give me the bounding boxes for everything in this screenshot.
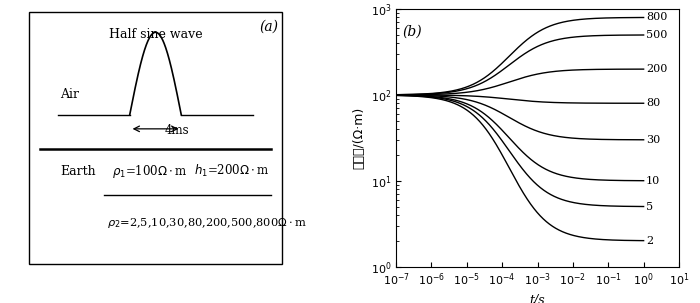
Y-axis label: 电阔率/(Ω·m): 电阔率/(Ω·m) [352, 107, 365, 169]
Text: 10: 10 [646, 176, 660, 186]
Text: Earth: Earth [60, 165, 96, 178]
Text: 500: 500 [646, 30, 667, 40]
Text: $\rho_1$=100$\Omega\cdot$m: $\rho_1$=100$\Omega\cdot$m [112, 163, 187, 180]
Text: 5: 5 [646, 201, 653, 211]
Text: 30: 30 [646, 135, 660, 145]
Text: 800: 800 [646, 12, 667, 22]
Text: 2: 2 [646, 236, 653, 246]
Text: 200: 200 [646, 64, 667, 74]
X-axis label: t/s: t/s [530, 294, 545, 303]
Text: (b): (b) [402, 24, 422, 38]
Text: $\rho_2$=2,5,10,30,80,200,500,800$\Omega\cdot$m: $\rho_2$=2,5,10,30,80,200,500,800$\Omega… [106, 216, 307, 230]
Text: Air: Air [60, 88, 79, 101]
Text: Half sine wave: Half sine wave [108, 28, 202, 41]
Text: $h_1$=200$\Omega\cdot$m: $h_1$=200$\Omega\cdot$m [194, 163, 270, 179]
Text: 80: 80 [646, 98, 660, 108]
Text: 4ms: 4ms [164, 124, 189, 137]
Text: (a): (a) [259, 20, 279, 34]
